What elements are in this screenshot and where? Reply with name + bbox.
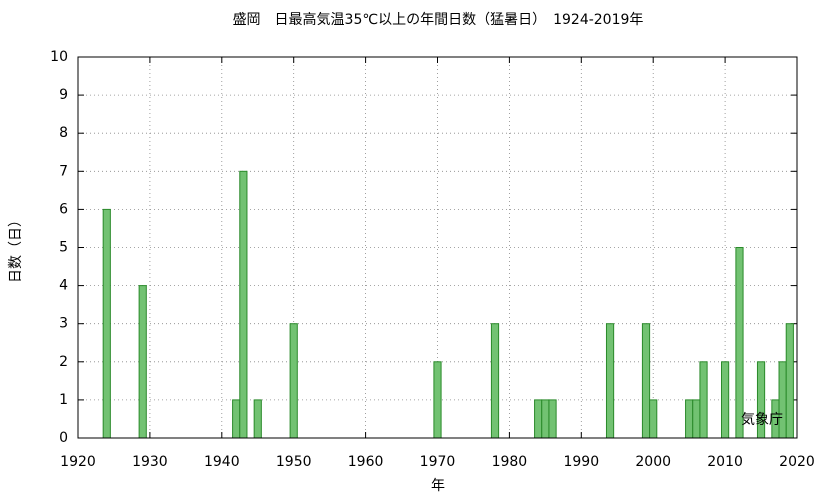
x-tick-label: 1970 — [420, 454, 456, 470]
annotation: 気象庁 — [741, 412, 783, 428]
y-tick-label: 10 — [50, 49, 68, 65]
x-tick-label: 1940 — [204, 454, 240, 470]
y-tick-label: 3 — [59, 316, 68, 332]
bar — [692, 399, 701, 439]
bar — [685, 399, 694, 439]
x-tick-label: 2010 — [707, 454, 743, 470]
chart-title: 盛岡 日最高気温35℃以上の年間日数（猛暑日） 1924-2019年 — [233, 11, 644, 28]
y-tick-label: 6 — [59, 201, 68, 217]
bar — [641, 323, 651, 439]
bar — [433, 361, 442, 439]
x-tick-label: 1960 — [348, 454, 384, 470]
x-tick-label: 2000 — [635, 454, 671, 470]
x-tick-label: 1930 — [132, 454, 168, 470]
bar — [735, 247, 744, 439]
bar — [699, 361, 708, 439]
x-tick-label: 1920 — [60, 454, 96, 470]
y-axis-label: 日数（日） — [8, 213, 24, 283]
y-tick-label: 0 — [59, 430, 68, 446]
bar — [548, 399, 557, 439]
bar — [138, 285, 147, 439]
y-tick-label: 5 — [59, 240, 68, 256]
bar — [289, 323, 298, 439]
y-tick-label: 9 — [59, 87, 68, 103]
y-tick-label: 7 — [59, 163, 68, 179]
y-tick-label: 1 — [59, 392, 68, 408]
x-tick-label: 2020 — [779, 454, 815, 470]
y-tick-label: 2 — [59, 354, 68, 370]
x-tick-label: 1950 — [276, 454, 312, 470]
x-tick-label: 1990 — [563, 454, 599, 470]
bar — [541, 399, 550, 439]
bar — [253, 399, 262, 439]
y-tick-label: 4 — [59, 278, 68, 294]
bar — [605, 323, 615, 439]
bar — [102, 208, 111, 439]
x-tick-label: 1980 — [492, 454, 528, 470]
bar — [785, 323, 794, 439]
x-axis-label: 年 — [431, 478, 445, 494]
bar — [239, 170, 248, 439]
bar — [490, 323, 500, 439]
bar — [232, 399, 241, 439]
bar — [649, 399, 658, 439]
plot-frame — [77, 56, 798, 439]
bar — [534, 399, 543, 439]
bar — [721, 361, 730, 439]
y-tick-label: 8 — [59, 125, 68, 141]
